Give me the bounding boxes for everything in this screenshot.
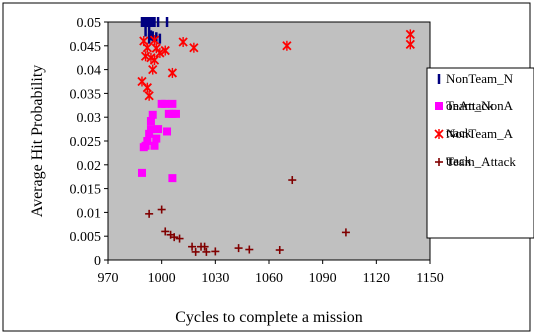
data-point [137, 168, 146, 177]
data-point [146, 117, 155, 126]
series-1 [137, 99, 180, 183]
y-tick-label: 0.035 [70, 87, 102, 102]
legend-marker [434, 129, 444, 139]
data-point [142, 42, 152, 53]
data-point [143, 137, 152, 145]
series-2 [137, 29, 415, 101]
data-point [160, 45, 170, 56]
data-point [148, 64, 158, 75]
data-point [171, 109, 180, 118]
data-point [189, 42, 199, 53]
data-point [163, 127, 172, 136]
data-point [245, 245, 254, 254]
y-tick-label: 0.05 [77, 16, 102, 31]
y-axis-title: Average Hit Probability [29, 65, 46, 218]
data-point [161, 227, 170, 236]
data-point [168, 174, 177, 183]
data-point [275, 246, 284, 255]
legend-label: NonTeam_N [446, 71, 514, 86]
y-tick-label: 0.045 [70, 40, 102, 55]
legend-label: ttack [446, 125, 472, 140]
y-tick-label: 0.01 [77, 206, 102, 221]
y-tick-label: 0.02 [77, 159, 102, 174]
data-point [150, 141, 159, 150]
data-point [211, 247, 220, 256]
data-point [234, 244, 243, 253]
x-tick-label: 1060 [255, 271, 283, 286]
data-point [141, 141, 150, 150]
series-0 [140, 17, 169, 44]
data-point [140, 51, 151, 62]
data-point [155, 47, 165, 58]
data-point [161, 99, 170, 108]
data-point [154, 125, 163, 134]
legend-label: ttack [446, 153, 472, 168]
data-point [145, 129, 154, 138]
legend-label: Team_NonA [446, 98, 514, 113]
data-point [288, 176, 297, 185]
data-point [142, 82, 152, 93]
y-axis: 0 0.005 0.01 0.015 0.02 0.025 0.03 0.035 0.04 0.0… [70, 16, 108, 269]
data-point [144, 90, 154, 101]
legend-label: NonTeam_A [446, 126, 514, 141]
chart-marks [137, 17, 415, 256]
y-tick-label: 0.005 [70, 230, 102, 245]
data-point [200, 242, 209, 251]
data-point [341, 228, 350, 237]
y-tick-label: 0.04 [77, 64, 102, 79]
legend: NonTeam_NonAttackTeam_NonAttackNonTeam_A… [426, 67, 534, 239]
x-tick-label: 1150 [416, 271, 443, 286]
legend-box [426, 67, 534, 239]
data-point [405, 29, 415, 40]
data-point [149, 55, 160, 66]
data-point [148, 110, 157, 119]
data-point [152, 134, 161, 143]
y-tick-label: 0.025 [70, 135, 102, 150]
x-tick-label: 1090 [309, 271, 337, 286]
y-tick-label: 0 [94, 254, 101, 269]
plot-area [107, 21, 431, 261]
y-tick-label: 0.03 [77, 111, 102, 126]
data-point [178, 36, 188, 47]
x-tick-label: 1000 [148, 271, 176, 286]
legend-label: Team_Attack [446, 154, 516, 169]
legend-label: onAttack [446, 98, 494, 113]
data-point [149, 35, 160, 46]
data-point [191, 247, 200, 256]
data-point [170, 233, 179, 242]
data-point [405, 39, 415, 50]
legend-marker [435, 158, 443, 166]
data-point [145, 209, 154, 218]
x-axis: 970 1000 1030 1060 1090 1120 1150 [98, 260, 444, 286]
data-point [157, 205, 166, 214]
series-3 [145, 176, 350, 256]
x-tick-label: 1030 [201, 271, 229, 286]
data-point [146, 125, 155, 134]
x-tick-label: 1120 [363, 271, 390, 286]
x-tick-label: 970 [98, 271, 119, 286]
data-point [168, 99, 177, 108]
data-point [167, 67, 178, 78]
x-axis-title: Cycles to complete a mission [175, 309, 363, 326]
data-point [175, 234, 184, 243]
data-point [188, 242, 197, 251]
legend-marker [435, 102, 443, 110]
data-point [202, 247, 211, 256]
data-point [282, 40, 292, 51]
y-tick-label: 0.015 [70, 183, 102, 198]
